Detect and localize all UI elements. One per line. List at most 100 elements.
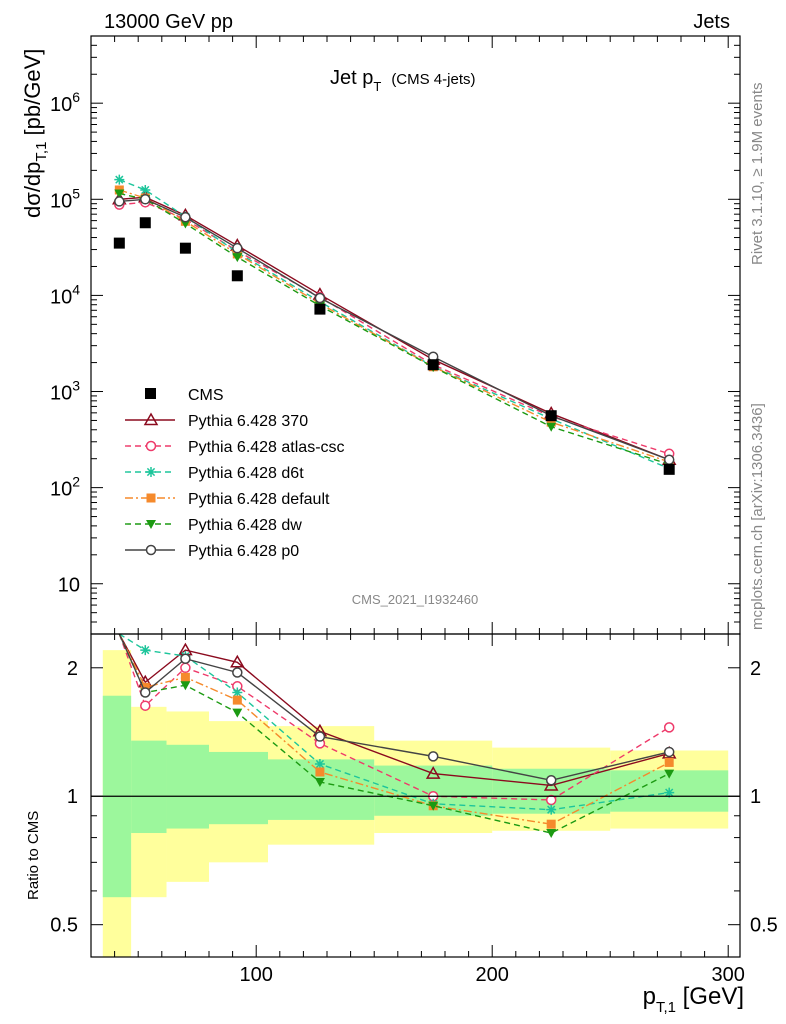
ratio-line-series-0 <box>118 634 670 787</box>
y-tick-exponent: 4 <box>72 281 80 297</box>
y-tick-label-ratio-left: 2 <box>67 658 78 680</box>
main-point-series-5 <box>232 242 243 254</box>
ratio-point-series-3 <box>664 757 674 767</box>
ratio-point-series-4 <box>664 769 675 779</box>
y-tick-label-ratio-right: 2 <box>750 658 761 680</box>
y-tick-exponent: 3 <box>72 378 80 394</box>
y-axis-label-ratio: Ratio to CMS <box>25 811 42 900</box>
y-tick-label-main: 105 <box>50 185 80 212</box>
cms-data-point <box>113 237 125 249</box>
ratio-point-series-1 <box>545 794 557 806</box>
ratio-point-series-5 <box>140 687 151 698</box>
y-tick-mantissa: 10 <box>50 383 72 405</box>
header-right: Jets <box>693 11 730 33</box>
y-tick-label-ratio-right: 0.5 <box>750 915 778 937</box>
main-point-series-2 <box>140 184 151 195</box>
ratio-series-group <box>118 634 677 839</box>
y-tick-label-main: 103 <box>50 378 80 405</box>
ratio-point-series-5 <box>545 775 557 786</box>
x-label-sub: T,1 <box>656 999 676 1016</box>
analysis-watermark: CMS_2021_I1932460 <box>352 592 479 607</box>
main-point-series-4 <box>114 189 125 199</box>
legend-marker-series-3 <box>146 493 156 503</box>
cms-data-point <box>545 410 557 422</box>
legend-marker-series-1 <box>145 440 157 452</box>
ratio-line-series-4 <box>118 634 670 834</box>
main-series-group <box>112 174 677 475</box>
x-label-a: p <box>643 983 656 1010</box>
ratio-line-series-5 <box>118 634 670 781</box>
y-tick-mantissa: 10 <box>50 286 72 308</box>
legend: CMS Pythia 6.428 370 Pythia 6.428 atlas-cs… <box>125 387 345 560</box>
legend-label-cms: CMS <box>188 387 224 404</box>
y-tick-exponent: 6 <box>72 89 80 105</box>
main-point-series-5 <box>114 196 125 207</box>
ratio-point-series-1 <box>140 700 151 711</box>
ratio-point-series-5 <box>427 751 439 762</box>
y-tick-exponent: 2 <box>72 474 80 490</box>
legend-label-series-3: Pythia 6.428 default <box>188 491 330 508</box>
ratio-point-series-1 <box>663 722 675 733</box>
main-point-series-4 <box>546 422 557 432</box>
main-point-series-4 <box>232 253 243 263</box>
ratio-point-series-2 <box>232 687 243 698</box>
x-label-b: [GeV] <box>676 983 744 1010</box>
y-tick-label-main: 104 <box>50 281 80 308</box>
ratio-point-series-4 <box>314 777 325 787</box>
series-layer <box>112 174 677 839</box>
main-line-series-5 <box>119 198 670 461</box>
legend-marker-cms <box>145 388 156 399</box>
main-point-series-5 <box>663 454 675 466</box>
y-tick-label-main: 10 <box>58 575 80 597</box>
y-axis-label-main: dσ/dpT,1 [pb/GeV] <box>20 49 50 218</box>
ratio-line-series-1 <box>118 634 670 801</box>
legend-marker-series-5 <box>145 544 157 556</box>
main-point-series-5 <box>314 292 326 304</box>
ratio-point-series-2 <box>546 804 557 815</box>
main-point-series-5 <box>140 194 151 205</box>
y-label-main-b: [pb/GeV] <box>20 49 45 142</box>
y-tick-mantissa: 10 <box>50 94 72 116</box>
band-inner-bin <box>166 744 209 829</box>
legend-label-series-4: Pythia 6.428 dw <box>188 517 302 534</box>
y-tick-label-main: 106 <box>50 89 80 116</box>
main-line-series-4 <box>119 192 670 465</box>
ratio-point-series-1 <box>180 662 191 674</box>
cms-data-point <box>663 463 675 475</box>
ratio-point-series-4 <box>428 801 439 811</box>
y-tick-label-ratio-left: 1 <box>67 786 78 808</box>
ratio-line-series-3 <box>118 634 670 825</box>
y-tick-exponent: 5 <box>72 185 80 201</box>
y-label-main-a: dσ/dp <box>20 162 45 218</box>
y-tick-mantissa: 10 <box>50 479 72 501</box>
ratio-point-series-2 <box>314 759 325 770</box>
main-line-series-2 <box>119 179 670 470</box>
legend-label-series-5: Pythia 6.428 p0 <box>188 543 299 560</box>
x-tick-label: 100 <box>240 964 273 986</box>
ratio-point-series-0 <box>230 654 245 668</box>
ratio-panel-frame <box>90 633 741 958</box>
ratio-point-series-2 <box>140 645 151 656</box>
main-point-series-5 <box>180 212 191 223</box>
band-inner-bin <box>209 751 268 825</box>
legend-label-series-2: Pythia 6.428 d6t <box>188 465 304 482</box>
x-tick-label: 200 <box>476 964 509 986</box>
chart-title-extra: (CMS 4-jets) <box>391 71 475 88</box>
cms-data-point <box>427 359 439 371</box>
ratio-point-series-5 <box>663 746 675 758</box>
band-inner-bin <box>131 740 167 834</box>
main-line-series-1 <box>119 201 670 455</box>
chart-title-sub: T <box>373 79 381 94</box>
ratio-point-series-3 <box>315 767 325 777</box>
band-outer-group <box>102 650 729 957</box>
uncertainty-band-layer <box>102 650 729 957</box>
ratio-point-series-3 <box>232 695 242 705</box>
ratio-point-series-4 <box>232 708 243 718</box>
main-line-series-0 <box>119 196 670 461</box>
y-label-main-sub: T,1 <box>33 142 50 162</box>
y-tick-label-main: 102 <box>50 474 80 501</box>
legend-marker-series-4 <box>146 520 156 529</box>
chart-title: Jet pT (CMS 4-jets) <box>330 67 475 94</box>
cms-data-point <box>179 242 191 254</box>
